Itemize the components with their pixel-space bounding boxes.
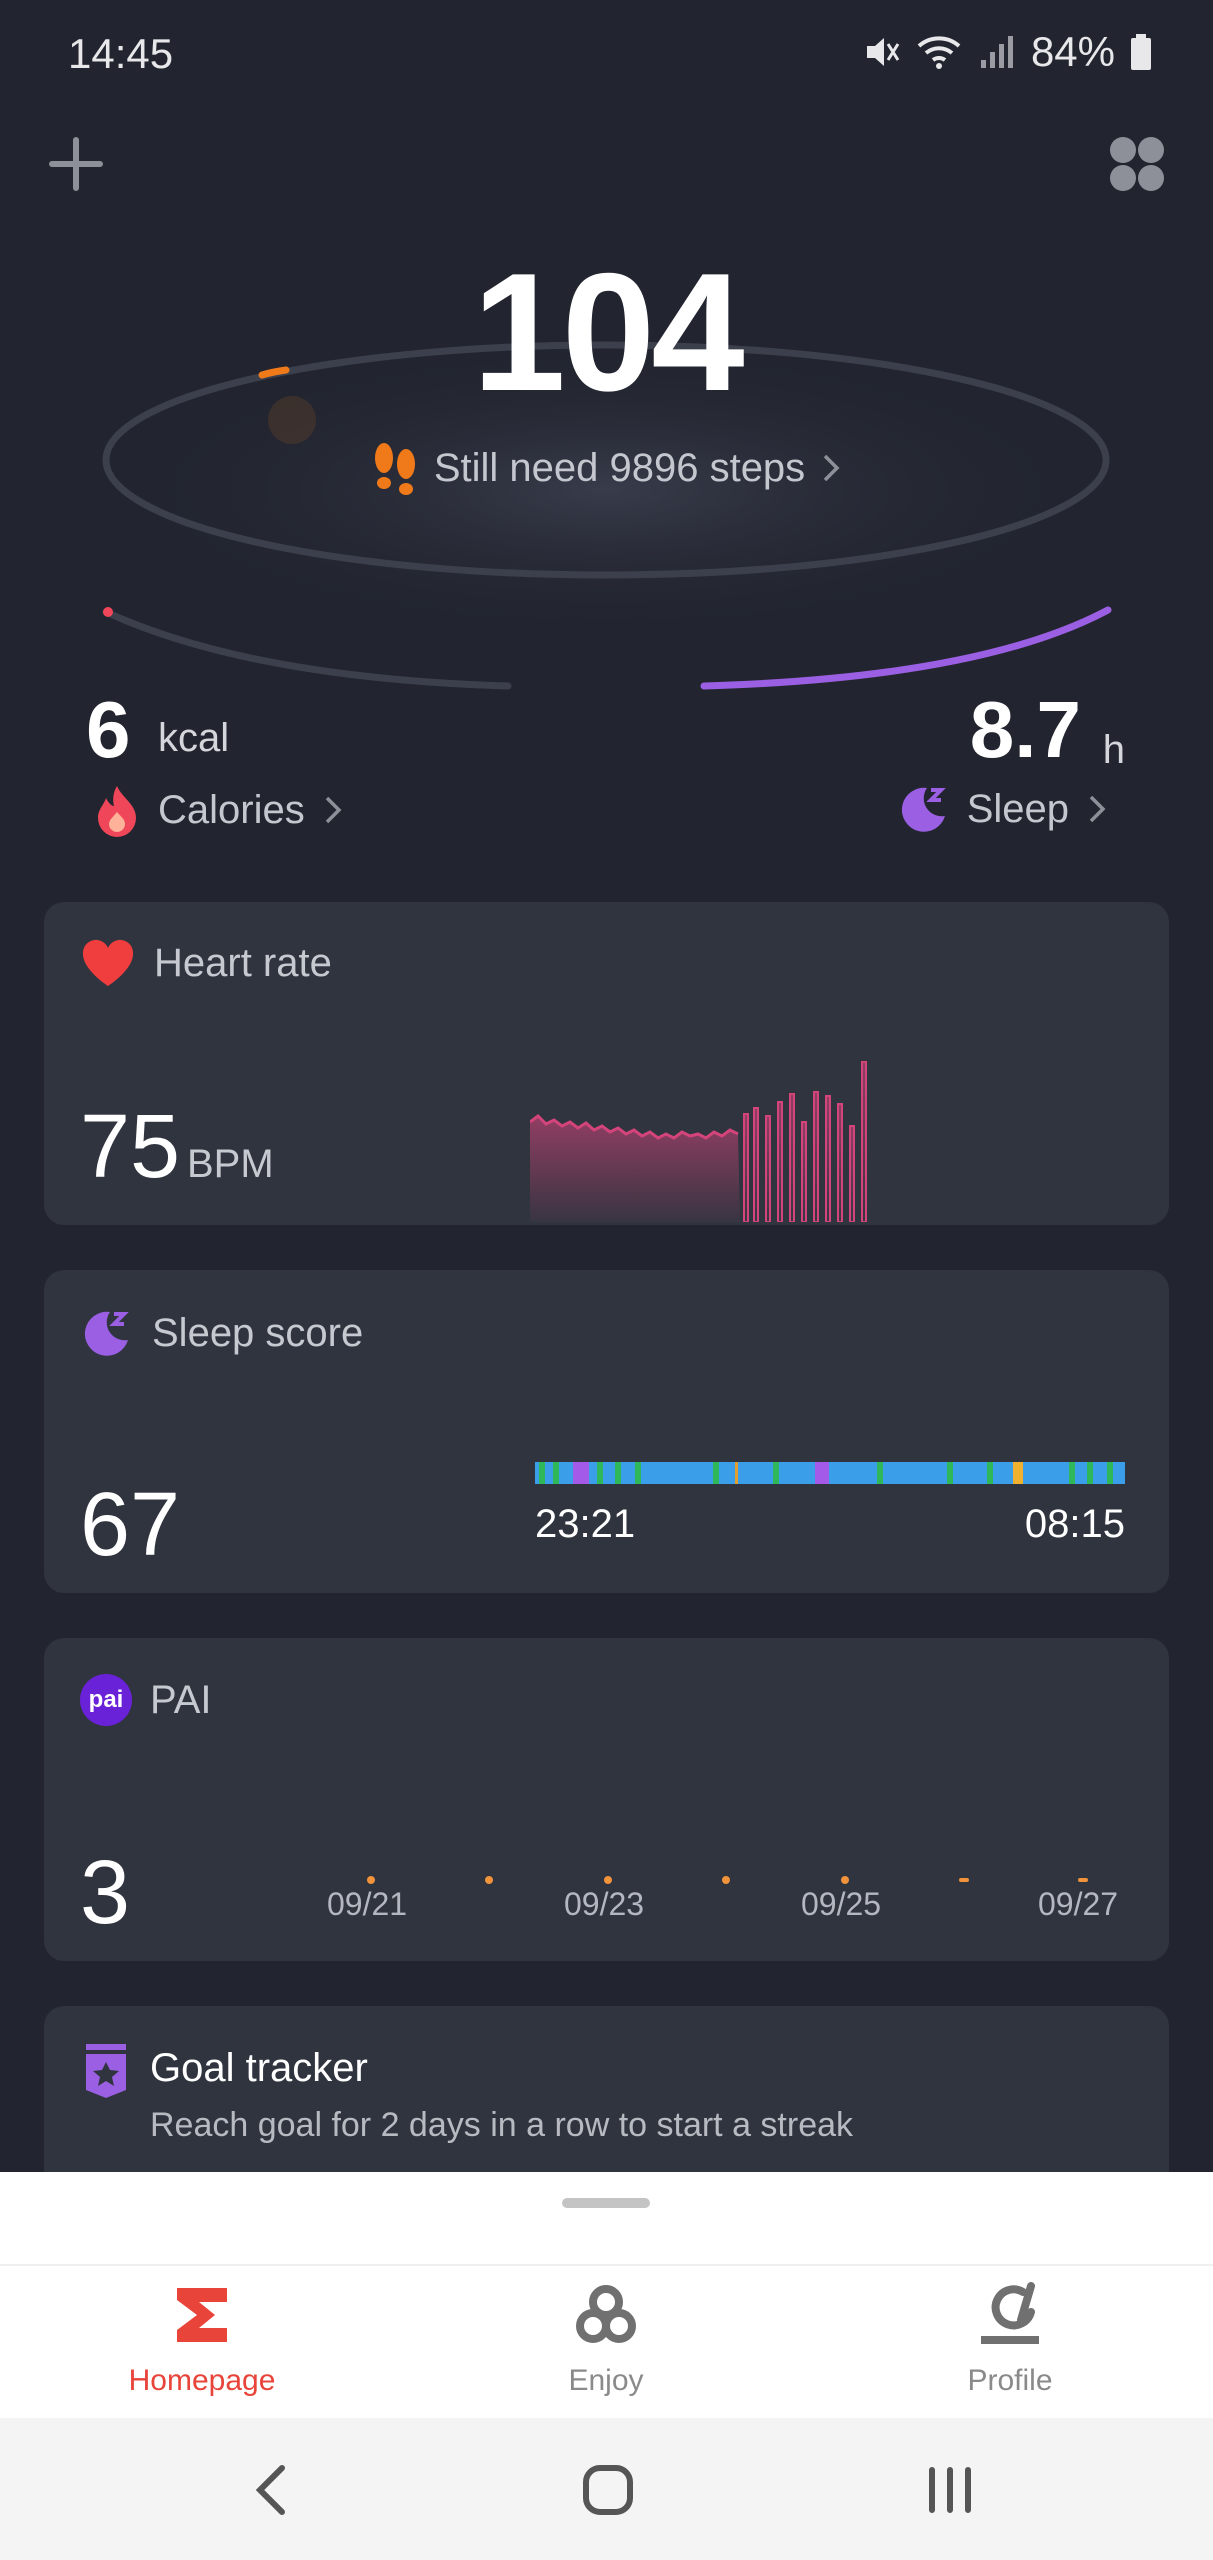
grid-button[interactable]: [1101, 128, 1173, 200]
back-icon[interactable]: [246, 2460, 298, 2520]
heart-rate-unit: BPM: [187, 1142, 274, 1186]
heart-rate-area: [530, 1116, 740, 1222]
sleep-score-card[interactable]: Sleep score 67 23:21 08:15: [44, 1270, 1169, 1593]
pai-value: 3: [80, 1843, 131, 1943]
pai-card[interactable]: pai PAI 3 09/21 09/23 09/25 09/27: [44, 1638, 1169, 1961]
heart-rate-title: Heart rate: [154, 940, 332, 985]
pai-date-label: 09/23: [564, 1886, 645, 1922]
chevron-right-icon: [1089, 795, 1106, 823]
step-progress-arc: [258, 366, 290, 379]
badge-star-icon: [86, 2044, 126, 2098]
add-button[interactable]: [40, 128, 112, 200]
tab-profile[interactable]: Profile: [808, 2280, 1212, 2398]
steps-remaining[interactable]: Still need 9896 steps: [0, 440, 1213, 496]
mute-icon: [866, 38, 900, 66]
goal-tracker-title: Goal tracker: [150, 2046, 368, 2090]
sleep-start-time: 23:21: [535, 1502, 636, 1546]
sleep-score-value: 67: [80, 1475, 181, 1575]
heart-rate-header: Heart rate: [80, 938, 332, 988]
tab-homepage[interactable]: Homepage: [0, 2280, 404, 2398]
calories-link[interactable]: Calories: [92, 782, 345, 838]
pai-day-dot: [367, 1876, 375, 1884]
footprints-icon: [374, 443, 415, 495]
moon-icon: [901, 787, 946, 832]
pai-date-label: 09/27: [1038, 1886, 1119, 1922]
profile-icon: [981, 2282, 1039, 2344]
pai-day-dot: [959, 1878, 969, 1882]
tab-enjoy[interactable]: Enjoy: [404, 2280, 808, 2398]
pai-day-dot: [1078, 1878, 1088, 1882]
status-time: 14:45: [68, 30, 174, 77]
calories-label: Calories: [158, 787, 305, 832]
sleep-label: Sleep: [966, 786, 1069, 831]
heart-rate-value: 75: [80, 1097, 181, 1197]
heart-rate-card[interactable]: Heart rate 75 BPM: [44, 902, 1169, 1225]
plus-icon: [49, 137, 103, 191]
sheet-drag-handle[interactable]: [562, 2198, 650, 2208]
sleep-score-header: Sleep score: [80, 1306, 363, 1360]
step-ring: [102, 340, 1112, 690]
sleep-value: 8.7: [969, 685, 1081, 774]
calories-value: 6: [86, 685, 131, 774]
sleep-link[interactable]: Sleep: [897, 782, 1109, 836]
sleep-end-time: 08:15: [1024, 1502, 1125, 1546]
pai-date-label: 09/21: [327, 1886, 408, 1922]
rings-icon: [576, 2285, 636, 2343]
tab-homepage-label: Homepage: [128, 2364, 276, 2397]
pai-badge-icon: pai: [80, 1674, 132, 1726]
pai-title: PAI: [150, 1677, 212, 1722]
heart-rate-spikes: [743, 1061, 867, 1222]
moon-icon: [84, 1311, 129, 1356]
tab-profile-label: Profile: [967, 2364, 1053, 2397]
sigma-icon: [177, 2288, 227, 2342]
calories-unit: kcal: [158, 716, 230, 760]
home-icon[interactable]: [580, 2462, 636, 2518]
flame-icon: [98, 786, 136, 837]
signal-icon: [980, 36, 1013, 68]
sleep-unit: h: [1102, 728, 1125, 772]
sleep-arc: [700, 606, 1112, 690]
battery-percent: 84%: [1030, 28, 1115, 75]
chevron-right-icon: [325, 796, 342, 824]
tab-enjoy-label: Enjoy: [568, 2364, 644, 2397]
goal-tracker-subtitle: Reach goal for 2 days in a row to start …: [150, 2106, 854, 2144]
sleep-score-title: Sleep score: [152, 1310, 364, 1355]
pai-day-dot: [722, 1876, 730, 1884]
heart-icon: [82, 939, 134, 986]
pai-header: pai PAI: [80, 1674, 212, 1726]
steps-value[interactable]: 104: [472, 238, 744, 426]
grid-icon: [1110, 137, 1164, 191]
chevron-right-icon: [823, 454, 840, 482]
pai-date-label: 09/25: [801, 1886, 882, 1922]
tab-bar-divider: [0, 2264, 1213, 2266]
system-navigation-bar: [0, 2418, 1213, 2560]
wifi-icon: [917, 36, 961, 69]
pai-day-dot: [841, 1876, 849, 1884]
pai-badge-text: pai: [88, 1686, 124, 1713]
battery-icon: [1131, 34, 1151, 70]
status-icons: 84%: [861, 28, 1153, 76]
recents-icon[interactable]: [922, 2462, 978, 2518]
pai-day-dot: [604, 1876, 612, 1884]
sleep-stage-bar: [535, 1462, 1125, 1484]
calories-arc: [102, 608, 512, 690]
pai-day-dot: [485, 1876, 493, 1884]
steps-remaining-text: Still need 9896 steps: [433, 445, 806, 490]
heart-rate-line: [530, 1114, 739, 1140]
heart-rate-chart: [530, 1061, 867, 1222]
